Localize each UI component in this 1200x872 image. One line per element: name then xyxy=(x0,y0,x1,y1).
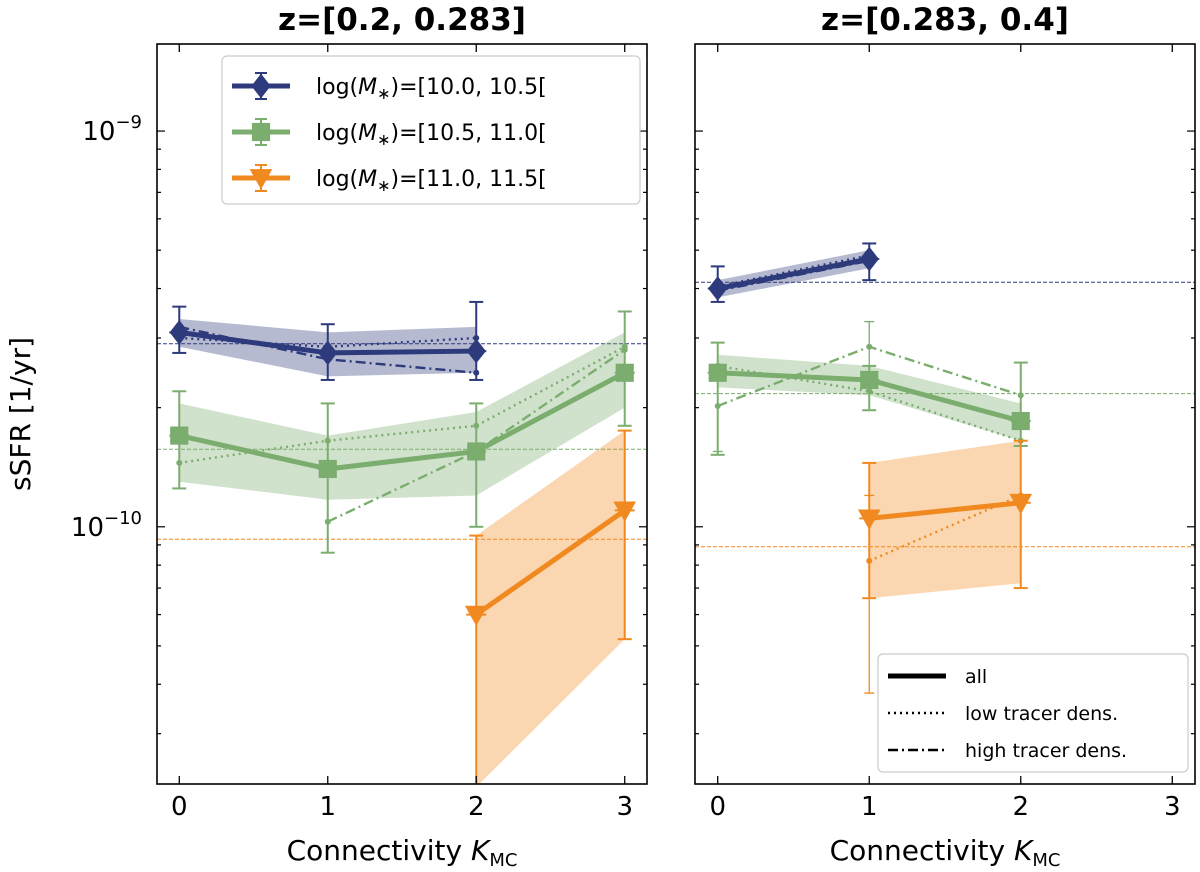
axes-frame xyxy=(156,43,648,785)
data-point xyxy=(466,338,486,364)
left-panel: z=[0.2, 0.283] 0 1 2 3 10−9 10−10 sSFR [1/yr] Co… xyxy=(4,2,648,871)
data-point xyxy=(1011,411,1030,431)
data-point xyxy=(708,363,727,382)
x-tick-label: 2 xyxy=(468,792,485,822)
series-line xyxy=(868,500,1022,521)
confidence-band xyxy=(476,430,625,784)
axes-frame xyxy=(694,43,1196,785)
legend-marker xyxy=(251,73,271,99)
data-point xyxy=(615,363,634,382)
x-axis-label: Connectivity KMC xyxy=(287,834,518,871)
legend-marker xyxy=(251,122,271,142)
x-axis-label: Connectivity KMC xyxy=(830,834,1061,871)
confidence-band xyxy=(179,332,625,500)
x-tick-label: 0 xyxy=(709,792,726,822)
data-point xyxy=(708,276,728,301)
low-tracer-line xyxy=(717,364,1022,442)
confidence-band xyxy=(869,440,1021,599)
plot-area xyxy=(157,300,647,784)
data-point xyxy=(464,605,488,627)
y-tick-label: 10−10 xyxy=(71,508,142,543)
legend-label: all xyxy=(965,666,987,688)
data-point xyxy=(318,459,337,479)
plot-area xyxy=(695,242,1195,694)
series-line xyxy=(178,370,626,472)
legend-box xyxy=(877,653,1189,773)
data-point xyxy=(318,340,338,366)
data-point xyxy=(169,319,189,345)
data-point xyxy=(859,246,879,272)
legend-marker xyxy=(249,169,273,190)
legend-item: low tracer dens. xyxy=(888,703,1118,725)
legend-label: log(M∗)=[10.0, 10.5[ xyxy=(316,75,547,103)
x-tick-label: 3 xyxy=(616,792,633,822)
legend-label: log(M∗)=[10.5, 11.0[ xyxy=(316,121,547,149)
x-tick-label: 1 xyxy=(319,792,336,822)
legend-label: log(M∗)=[11.0, 11.5[ xyxy=(316,167,547,195)
x-tick-label: 0 xyxy=(171,792,188,822)
legend-item: log(M∗)=[10.5, 11.0[ xyxy=(232,118,547,149)
panel-title: z=[0.2, 0.283] xyxy=(278,2,526,38)
legend-label: high tracer dens. xyxy=(965,740,1127,762)
series-line xyxy=(474,508,627,617)
data-point xyxy=(613,501,637,522)
data-point xyxy=(170,426,189,445)
right-panel: z=[0.283, 0.4] 0 1 2 3 Connectivity KMC all low… xyxy=(694,2,1196,871)
series-line xyxy=(717,256,870,291)
legend-label: low tracer dens. xyxy=(965,703,1118,725)
style-legend: all low tracer dens. high tracer dens. xyxy=(877,653,1189,773)
data-point xyxy=(467,442,486,461)
data-point xyxy=(857,509,881,530)
y-axis-label: sSFR [1/yr] xyxy=(4,337,37,491)
y-tick-label: 10−9 xyxy=(82,112,142,147)
legend-item: log(M∗)=[10.0, 10.5[ xyxy=(232,72,547,103)
data-point xyxy=(860,370,879,390)
legend-item: log(M∗)=[11.0, 11.5[ xyxy=(232,164,547,195)
x-tick-label: 2 xyxy=(1012,792,1029,822)
mass-legend: log(M∗)=[10.0, 10.5[ log(M∗)=[10.5, 11.0[… xyxy=(221,55,641,205)
legend-item: all xyxy=(888,666,987,688)
data-point xyxy=(1009,493,1033,515)
x-tick-label: 3 xyxy=(1164,792,1181,822)
legend-item: high tracer dens. xyxy=(888,740,1127,762)
x-tick-label: 1 xyxy=(861,792,878,822)
panel-title: z=[0.283, 0.4] xyxy=(821,2,1069,38)
legend-box xyxy=(221,55,641,205)
